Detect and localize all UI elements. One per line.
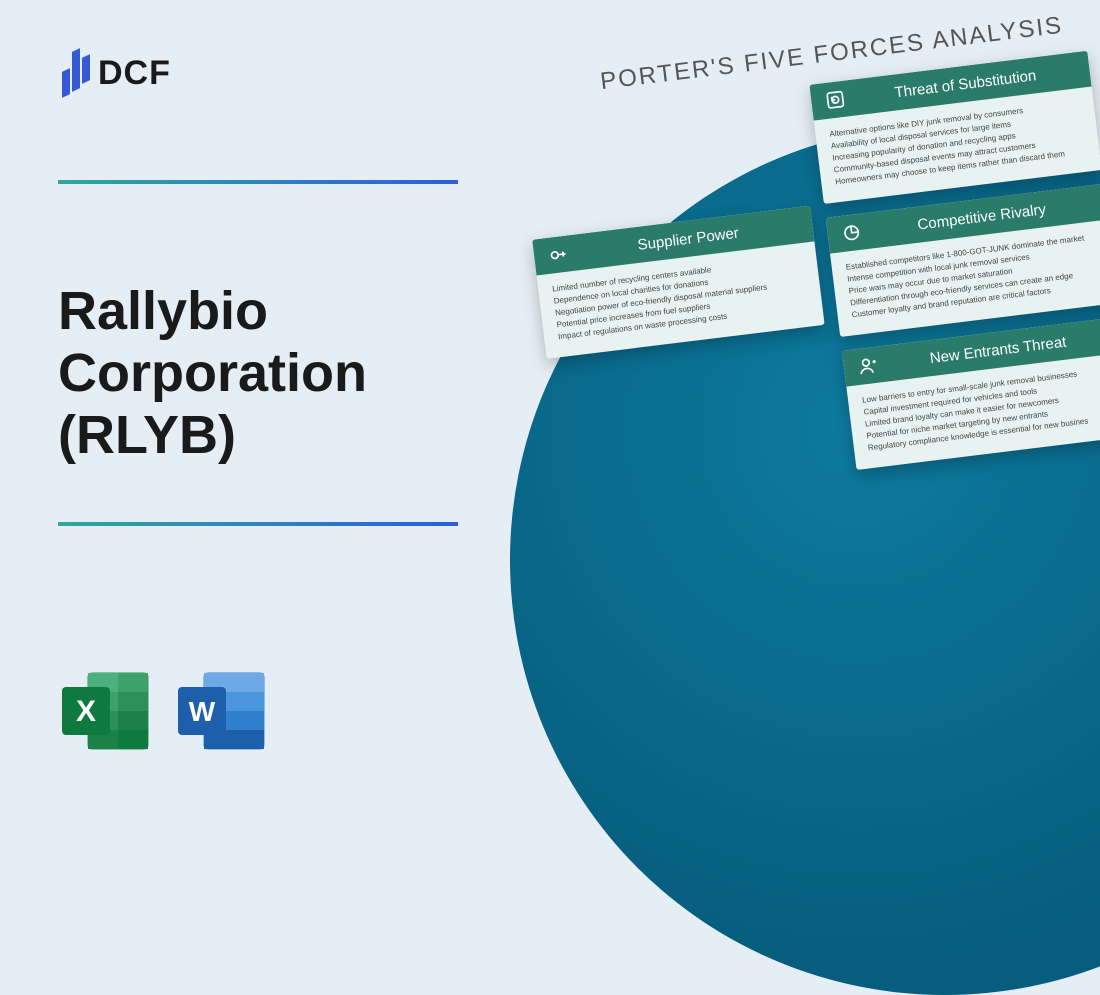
- logo: DCF: [62, 50, 171, 96]
- divider-top: [58, 180, 458, 184]
- card-supplier-power: Supplier Power Limited number of recycli…: [532, 206, 825, 359]
- key-icon: [547, 244, 569, 266]
- logo-bars-icon: [62, 50, 90, 96]
- file-icons: X W: [58, 667, 270, 755]
- divider-bottom: [58, 522, 458, 526]
- page-title: Rallybio Corporation (RLYB): [58, 280, 478, 466]
- forces-deck: PORTER'S FIVE FORCES ANALYSIS Supplier P…: [512, 1, 1100, 506]
- user-add-icon: [857, 355, 879, 377]
- pie-icon: [841, 222, 863, 244]
- card-competitive-rivalry: Competitive Rivalry Established competit…: [826, 184, 1100, 337]
- svg-text:X: X: [76, 695, 96, 728]
- logo-text: DCF: [98, 54, 171, 93]
- refresh-icon: [824, 89, 846, 111]
- word-icon[interactable]: W: [174, 667, 270, 755]
- excel-icon[interactable]: X: [58, 667, 154, 755]
- card-threat-substitution: Threat of Substitution Alternative optio…: [809, 51, 1100, 204]
- svg-text:W: W: [189, 696, 216, 727]
